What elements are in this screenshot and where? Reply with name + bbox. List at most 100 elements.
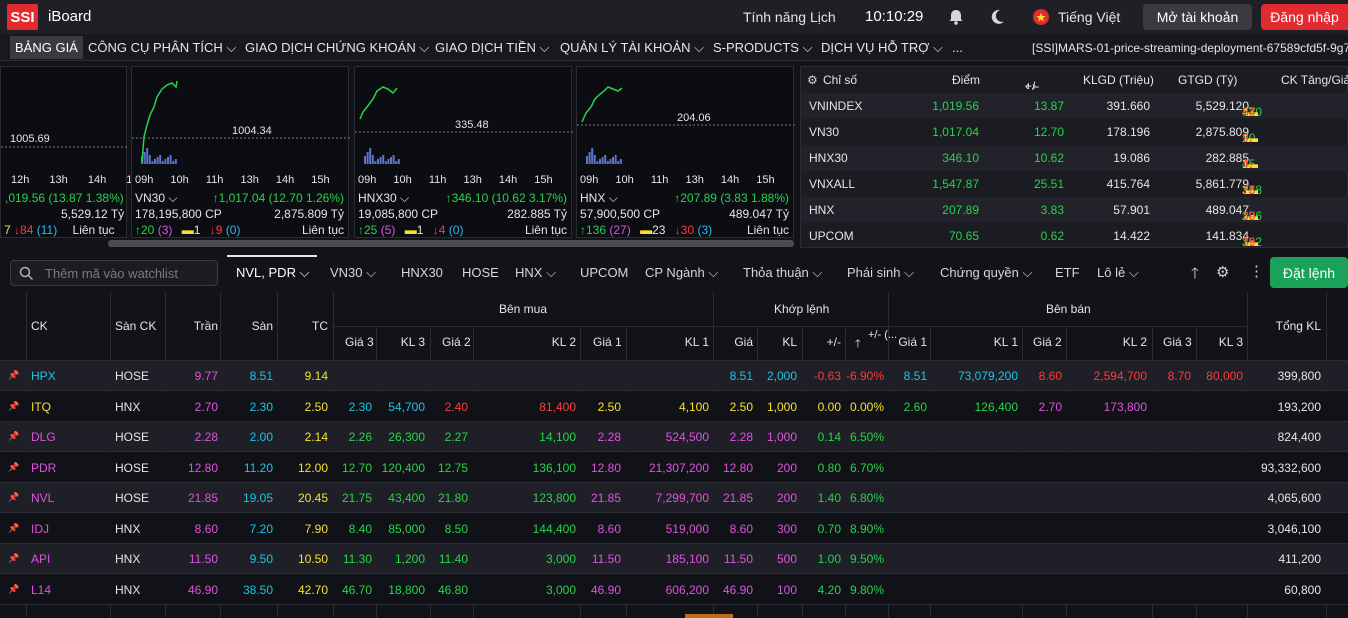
column-header-s2[interactable]: Giá 2	[1033, 335, 1062, 349]
column-header-b3[interactable]: Giá 3	[345, 335, 374, 349]
cell-ck[interactable]: HPX	[31, 369, 56, 383]
table-row[interactable]: 📌 HPX HOSE 9.77 8.51 9.14 8.51 2,000 -0.63 -6.90%…	[0, 361, 1348, 391]
column-header-sv3[interactable]: KL 3	[1218, 335, 1243, 349]
ssi-logo[interactable]: SSI	[7, 4, 38, 30]
pin-icon[interactable]: 📌	[8, 553, 20, 563]
pin-icon[interactable]: 📌	[8, 400, 20, 411]
watchlist-tab[interactable]: ETF	[1055, 265, 1080, 280]
arrow-up-icon[interactable]: 🡑	[1191, 265, 1199, 282]
menu-item-s-products[interactable]: S-PRODUCTS ⌵	[713, 40, 812, 56]
index-row[interactable]: UPCOM 70.65 0.62 14.422 141.834 ↑ 182 ▬ …	[801, 223, 1348, 249]
watchlist-tab[interactable]: HNX ⌵	[515, 265, 556, 281]
table-row[interactable]: 📌 DLG HOSE 2.28 2.00 2.14 2.26 26,300 2.27 14,100…	[0, 422, 1348, 452]
watchlist-tab[interactable]: UPCOM	[580, 265, 628, 280]
watchlist-tab[interactable]: Thỏa thuận ⌵	[743, 265, 822, 281]
watchlist-tab[interactable]: NVL, PDR ⌵	[236, 265, 309, 281]
column-header-sv1[interactable]: KL 1	[993, 335, 1018, 349]
index-row[interactable]: VN30 1,017.04 12.70 178.196 2,875.809 ↑ …	[801, 119, 1348, 145]
column-header-mp[interactable]: Giá	[734, 335, 753, 349]
menu-item-support-services[interactable]: DỊCH VỤ HỖ TRỢ ⌵	[821, 40, 943, 56]
index-row[interactable]: HNX 207.89 3.83 57.901 489.047 ↑ 136 ▬ 2…	[801, 197, 1348, 223]
column-header-mpct[interactable]: +/- (...	[868, 329, 898, 341]
pin-icon[interactable]: 📌	[8, 522, 20, 533]
menu-item-more[interactable]: ...	[952, 40, 963, 55]
column-header-bv3[interactable]: KL 3	[400, 335, 425, 349]
cell-ck[interactable]: IDJ	[31, 521, 49, 536]
chart-panel-hnx[interactable]: 204.06 09h 10h 11h 13h 14h 15h HNX ⌵ ↑20…	[576, 66, 795, 238]
watchlist-tab[interactable]: CP Ngành ⌵	[645, 265, 718, 281]
column-header-b1[interactable]: Giá 1	[593, 335, 622, 349]
search-input[interactable]: Thêm mã vào watchlist	[45, 266, 178, 281]
scroll-thumb[interactable]	[685, 614, 733, 618]
pin-icon[interactable]: 📌	[8, 492, 20, 502]
menu-item-price-board[interactable]: BẢNG GIÁ	[10, 36, 83, 59]
table-row[interactable]: 📌 PDR HOSE 12.80 11.20 12.00 12.70 120,400 12.75…	[0, 452, 1348, 483]
column-header-bv2[interactable]: KL 2	[551, 335, 576, 349]
pin-icon[interactable]: 📌	[8, 461, 20, 472]
table-row[interactable]: 📌 API HNX 11.50 9.50 10.50 11.30 1,200 11.40 3,00…	[0, 544, 1348, 574]
index-row[interactable]: VNINDEX 1,019.56 13.87 391.660 5,529.120…	[801, 93, 1348, 119]
gear-icon[interactable]: ⚙	[1216, 264, 1230, 281]
place-order-button[interactable]: Đặt lệnh	[1270, 257, 1348, 288]
table-row[interactable]: 📌 ITQ HNX 2.70 2.30 2.50 2.30 54,700 2.40 81,400 2…	[0, 391, 1348, 422]
column-header-s1[interactable]: Giá 1	[898, 335, 927, 349]
sort-up-icon[interactable]: 🡑	[855, 338, 861, 350]
table-row[interactable]: 📌 IDJ HNX 8.60 7.20 7.90 8.40 85,000 8.50 144,400…	[0, 513, 1348, 544]
cell-ck[interactable]: API	[31, 552, 51, 566]
cell-ck[interactable]: ITQ	[31, 399, 51, 414]
chart-scrollbar[interactable]	[108, 240, 794, 247]
index-name[interactable]: VN30 ⌵	[135, 191, 177, 206]
column-header-floor[interactable]: Sàn	[251, 319, 273, 333]
ref-count: 47	[1242, 105, 1256, 119]
table-row[interactable]: 📌 NVL HOSE 21.85 19.05 20.45 21.75 43,400 21.80 1…	[0, 483, 1348, 513]
login-button[interactable]: Đăng nhập	[1261, 4, 1348, 30]
bell-icon[interactable]	[947, 8, 965, 26]
pin-icon[interactable]: 📌	[8, 431, 20, 441]
cell-ck[interactable]: NVL	[31, 491, 55, 505]
more-vertical-icon[interactable]: ⋮	[1249, 263, 1264, 280]
watchlist-tab[interactable]: HOSE	[462, 265, 499, 280]
features-calendar-link[interactable]: Tính năng Lịch	[743, 9, 836, 25]
cell-ck[interactable]: DLG	[31, 430, 56, 444]
column-header-b2[interactable]: Giá 2	[442, 335, 471, 349]
cell-ck[interactable]: PDR	[31, 460, 57, 475]
column-header-mv[interactable]: KL	[782, 335, 797, 349]
column-header-total[interactable]: Tổng KL	[1275, 319, 1321, 333]
watchlist-tab[interactable]: Chứng quyền ⌵	[940, 265, 1032, 281]
moon-icon[interactable]	[988, 8, 1006, 26]
up-arrow-icon: ↑	[135, 223, 141, 237]
column-header-sv2[interactable]: KL 2	[1122, 335, 1147, 349]
gear-icon[interactable]: ⚙	[807, 73, 818, 87]
menu-item-account-management[interactable]: QUẢN LÝ TÀI KHOẢN ⌵	[560, 40, 704, 56]
watchlist-tab[interactable]: Phái sinh ⌵	[847, 265, 914, 281]
open-account-button[interactable]: Mở tài khoản	[1143, 4, 1252, 30]
index-name[interactable]: HNX ⌵	[580, 191, 618, 206]
chart-panel-vnindex[interactable]: 1005.69 12h 13h 14h 15h ,019.56 (13.87 1…	[0, 66, 145, 238]
column-header-s3[interactable]: Giá 3	[1163, 335, 1192, 349]
menu-item-analysis-tools[interactable]: CÔNG CỤ PHÂN TÍCH ⌵	[88, 40, 236, 56]
column-header-ref[interactable]: TC	[312, 319, 328, 333]
pin-icon[interactable]: 📌	[8, 583, 20, 594]
watchlist-search[interactable]: Thêm mã vào watchlist	[10, 260, 218, 286]
index-row[interactable]: VNXALL 1,547.87 25.51 415.764 5,861.779 …	[801, 171, 1348, 197]
column-header-bv1[interactable]: KL 1	[684, 335, 709, 349]
language-select[interactable]: Tiếng Việt	[1058, 9, 1121, 25]
column-header-exchange[interactable]: Sàn CK	[115, 319, 157, 333]
column-header-mc[interactable]: +/-	[826, 335, 841, 349]
table-row[interactable]: 📌 L14 HNX 46.90 38.50 42.70 46.70 18,800 46.80 3,…	[0, 574, 1348, 605]
menu-item-cash-trading[interactable]: GIAO DỊCH TIỀN ⌵	[435, 40, 549, 56]
cell-mp: 11.50	[723, 552, 753, 566]
chart-panel-vn30[interactable]: 1004.34 09h 10h 11h 13h 14h 15h VN30 ⌵ ↑…	[131, 66, 350, 238]
watchlist-tab[interactable]: HNX30	[401, 265, 443, 280]
menu-item-stock-trading[interactable]: GIAO DỊCH CHỨNG KHOÁN ⌵	[245, 40, 429, 56]
watchlist-tab[interactable]: Lô lẻ ⌵	[1097, 265, 1139, 281]
index-row[interactable]: HNX30 346.10 10.62 19.086 282.885 ↑ 25 ▬…	[801, 145, 1348, 171]
watchlist-tab[interactable]: VN30 ⌵	[330, 265, 376, 281]
column-header-ceiling[interactable]: Trần	[193, 319, 218, 333]
pin-icon[interactable]: 📌	[8, 370, 20, 380]
column-header-ck[interactable]: CK	[31, 319, 48, 333]
time-tick: 09h	[580, 174, 599, 186]
index-name[interactable]: HNX30 ⌵	[358, 191, 409, 206]
cell-ck[interactable]: L14	[31, 582, 52, 597]
chart-panel-hnx30[interactable]: 335.48 09h 10h 11h 13h 14h 15h HNX30 ⌵ ↑…	[354, 66, 573, 238]
